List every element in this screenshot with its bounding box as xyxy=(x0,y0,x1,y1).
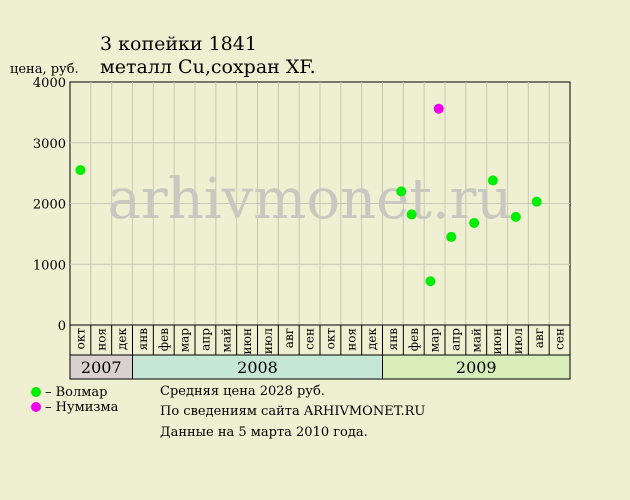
y-tick-label: 0 xyxy=(58,319,66,334)
data-point xyxy=(406,209,417,220)
month-label: апр xyxy=(448,328,462,351)
y-axis-label: цена, руб. xyxy=(10,62,79,77)
data-points xyxy=(75,103,542,287)
data-point xyxy=(487,175,498,186)
month-label: мар xyxy=(428,328,442,352)
month-label: май xyxy=(469,328,483,353)
data-point xyxy=(469,217,480,228)
data-point xyxy=(446,231,457,242)
month-label: мар xyxy=(178,328,192,352)
month-label: сен xyxy=(303,328,317,350)
month-label: апр xyxy=(198,328,212,351)
month-label: фев xyxy=(407,328,421,351)
legend-label-volmar: – Волмар xyxy=(45,385,107,400)
month-label: июн xyxy=(490,328,504,354)
month-label: фев xyxy=(157,328,171,351)
month-label: ноя xyxy=(94,328,108,351)
chart-title-line1: 3 копейки 1841 xyxy=(100,33,257,55)
year-band xyxy=(132,354,383,380)
date-note: Данные на 5 марта 2010 года. xyxy=(160,425,368,440)
year-label: 2008 xyxy=(237,358,278,377)
data-point xyxy=(531,196,542,207)
y-tick-label: 2000 xyxy=(33,198,66,213)
year-band xyxy=(382,354,571,380)
grid xyxy=(70,82,570,325)
chart-title-line2: металл Cu,сохран XF. xyxy=(100,56,316,78)
average-price-note: Средняя цена 2028 руб. xyxy=(160,384,325,399)
data-point xyxy=(510,211,521,222)
y-ticks: 0 1000 2000 3000 4000 xyxy=(33,76,66,334)
data-point xyxy=(75,165,86,176)
data-point xyxy=(396,186,407,197)
source-note: По сведениям сайта ARHIVMONET.RU xyxy=(160,404,425,419)
month-label: авг xyxy=(532,328,546,348)
year-label: 2009 xyxy=(456,358,497,377)
year-label: 2007 xyxy=(81,358,122,377)
month-label: дек xyxy=(365,328,379,350)
month-label: ноя xyxy=(344,328,358,351)
legend: – Волмар – Нумизма xyxy=(31,385,119,415)
month-label: янв xyxy=(386,328,400,351)
legend-marker-volmar xyxy=(31,387,41,397)
month-label: окт xyxy=(323,328,337,350)
legend-label-numizma: – Нумизма xyxy=(45,400,119,415)
month-label: июл xyxy=(511,328,525,354)
month-label: сен xyxy=(553,328,567,350)
legend-marker-numizma xyxy=(31,402,41,412)
month-label: окт xyxy=(73,328,87,350)
watermark: arhivmonet.ru xyxy=(108,167,513,232)
data-point xyxy=(425,276,436,287)
y-tick-label: 1000 xyxy=(33,258,66,273)
month-label: янв xyxy=(136,328,150,351)
month-label: май xyxy=(219,328,233,353)
y-tick-label: 3000 xyxy=(33,137,66,152)
data-point xyxy=(433,103,444,114)
month-axis: окт ноя дек янв фев мар апр май июн июл авг сен окт н… xyxy=(69,324,571,356)
month-label: дек xyxy=(115,328,129,350)
year-axis: 2007 2008 2009 xyxy=(69,354,571,380)
month-label: июн xyxy=(240,328,254,354)
month-label: авг xyxy=(282,328,296,348)
y-tick-label: 4000 xyxy=(33,76,66,91)
month-label: июл xyxy=(261,328,275,354)
